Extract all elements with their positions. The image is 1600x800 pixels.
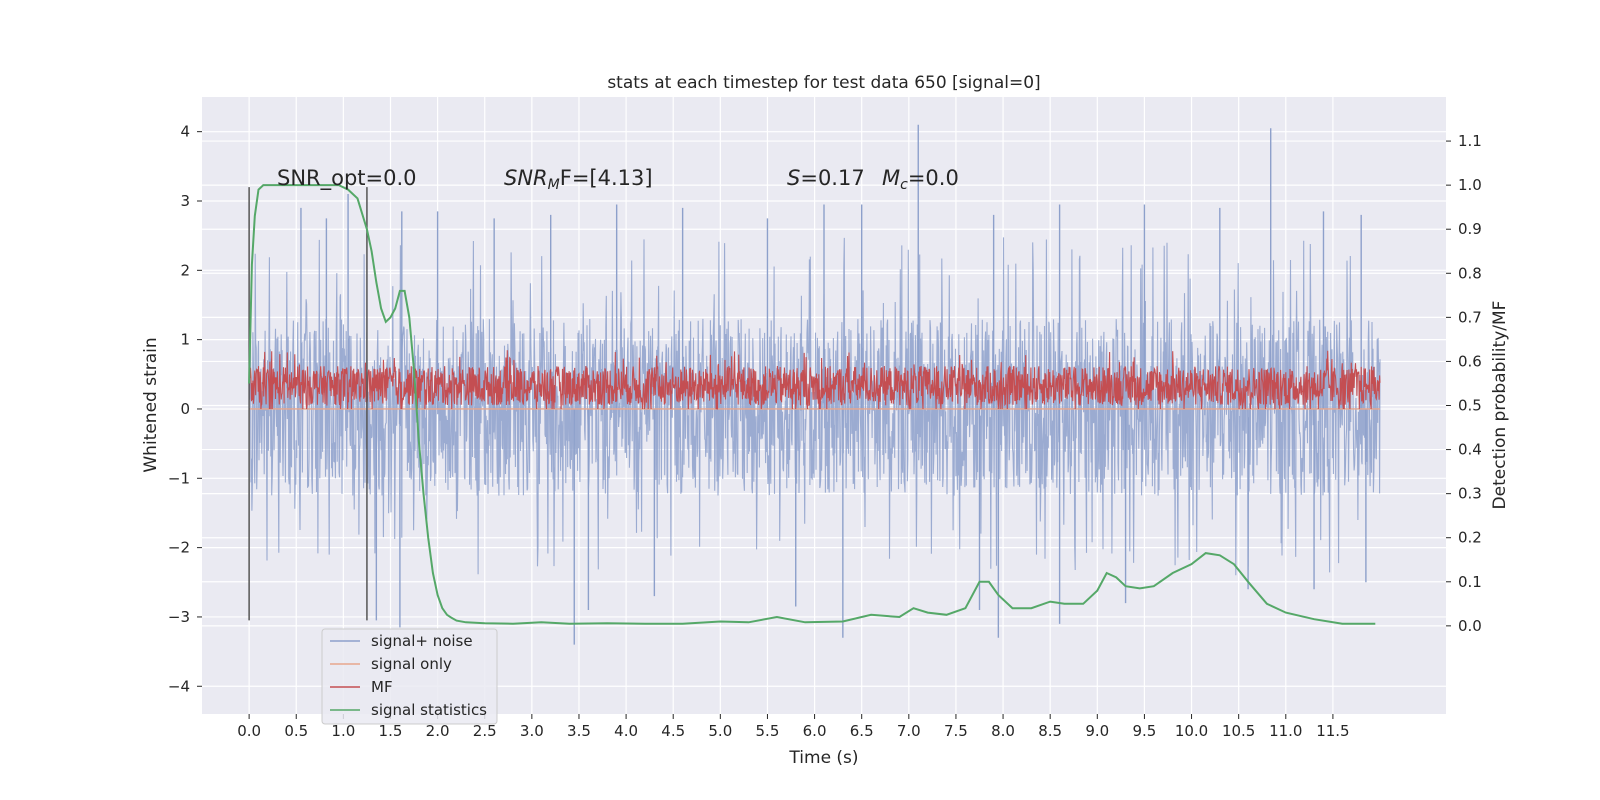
annotation-mc: Mc=0.0	[882, 166, 959, 193]
y-left-tick-label: 1	[180, 331, 190, 349]
legend-label-signal-noise: signal+ noise	[371, 632, 473, 650]
x-tick-label: 0.0	[237, 722, 261, 740]
legend-label-signal-only: signal only	[371, 655, 452, 673]
chart-title: stats at each timestep for test data 650…	[607, 73, 1040, 93]
x-tick-label: 3.5	[567, 722, 591, 740]
x-tick-label: 7.0	[897, 722, 921, 740]
legend-box	[321, 628, 498, 725]
x-tick-label: 9.0	[1085, 722, 1109, 740]
y-right-tick-label: 0.9	[1458, 220, 1482, 238]
annotation-s-value: =0.17	[800, 166, 864, 190]
series-signal-statistics	[248, 184, 1376, 625]
x-tick-label: 6.0	[803, 722, 827, 740]
legend-label-mf: MF	[371, 678, 393, 696]
annotation-mc-value: =0.0	[908, 166, 959, 190]
x-tick-label: 2.0	[426, 722, 450, 740]
annotation-snr-mf: SNRMF=[4.13]	[504, 166, 653, 193]
y-left-tick-label: −1	[168, 469, 190, 487]
y-right-tick-label: 0.1	[1458, 573, 1482, 591]
y-right-tick-label: 0.5	[1458, 397, 1482, 415]
x-tick-label: 1.5	[379, 722, 403, 740]
y-axis-label-right: Detection probability/MF	[1490, 301, 1510, 510]
annotation-snr-opt: SNR_opt=0.0	[277, 166, 417, 191]
x-tick-label: 10.0	[1175, 722, 1208, 740]
x-axis-label: Time (s)	[788, 748, 858, 768]
x-tick-label: 10.5	[1222, 722, 1255, 740]
x-tick-label: 9.5	[1132, 722, 1156, 740]
x-tick-label: 11.5	[1316, 722, 1349, 740]
annotation-s: S=0.17	[787, 166, 865, 190]
y-right-tick-label: 0.3	[1458, 485, 1482, 503]
x-tick-label: 11.0	[1269, 722, 1302, 740]
y-right-tick-label: 1.1	[1458, 132, 1482, 150]
annotations: SNR_opt=0.0 SNRMF=[4.13] S=0.17 Mc=0.0	[277, 166, 959, 193]
x-tick-label: 7.5	[944, 722, 968, 740]
legend-label-signal-statistics: signal statistics	[371, 701, 487, 719]
annotation-snr-mf-symbol: SNR	[504, 166, 548, 190]
x-tick-label: 4.0	[614, 722, 638, 740]
annotation-snr-mf-value: F=[4.13]	[560, 166, 653, 190]
annotation-s-symbol: S	[787, 166, 800, 190]
y-right-tick-label: 0.4	[1458, 441, 1482, 459]
y-left-tick-label: −3	[168, 608, 190, 626]
x-tick-label: 2.5	[473, 722, 497, 740]
y-right-tick-label: 0.0	[1458, 617, 1482, 635]
x-tick-label: 5.0	[708, 722, 732, 740]
y-axis-label-left: Whitened strain	[141, 337, 161, 472]
x-tick-label: 6.5	[850, 722, 874, 740]
y-right-tick-label: 1.0	[1458, 176, 1482, 194]
plot-data	[248, 124, 1381, 645]
x-tick-label: 8.5	[1038, 722, 1062, 740]
y-left-tick-label: 3	[180, 192, 190, 210]
y-right-tick-label: 0.8	[1458, 264, 1482, 282]
x-tick-label: 1.0	[331, 722, 355, 740]
y-right-tick-label: 0.2	[1458, 529, 1482, 547]
x-tick-label: 8.0	[991, 722, 1015, 740]
annotation-mc-symbol: M	[882, 166, 900, 190]
y-right-tick-label: 0.6	[1458, 352, 1482, 370]
y-left-tick-label: −2	[168, 539, 190, 557]
y-left-tick-label: −4	[168, 677, 190, 695]
legend: signal+ noise signal only MF signal stat…	[321, 628, 498, 725]
annotation-snr-mf-subscript: M	[548, 177, 560, 193]
y-left-tick-label: 0	[180, 400, 190, 418]
y-right-tick-label: 0.7	[1458, 308, 1482, 326]
x-tick-label: 5.5	[756, 722, 780, 740]
x-tick-label: 3.0	[520, 722, 544, 740]
axes: 0.0 0.5 1.0 1.5 2.0 2.5 3.0 3.5 4.0 4.5 5.0 5.5 6.0 6…	[168, 123, 1482, 740]
y-left-tick-label: 4	[180, 123, 190, 141]
series-mf	[248, 350, 1381, 410]
x-tick-label: 0.5	[284, 722, 308, 740]
annotation-mc-subscript: c	[900, 177, 908, 193]
y-left-tick-label: 2	[180, 261, 190, 279]
x-tick-label: 4.5	[661, 722, 685, 740]
